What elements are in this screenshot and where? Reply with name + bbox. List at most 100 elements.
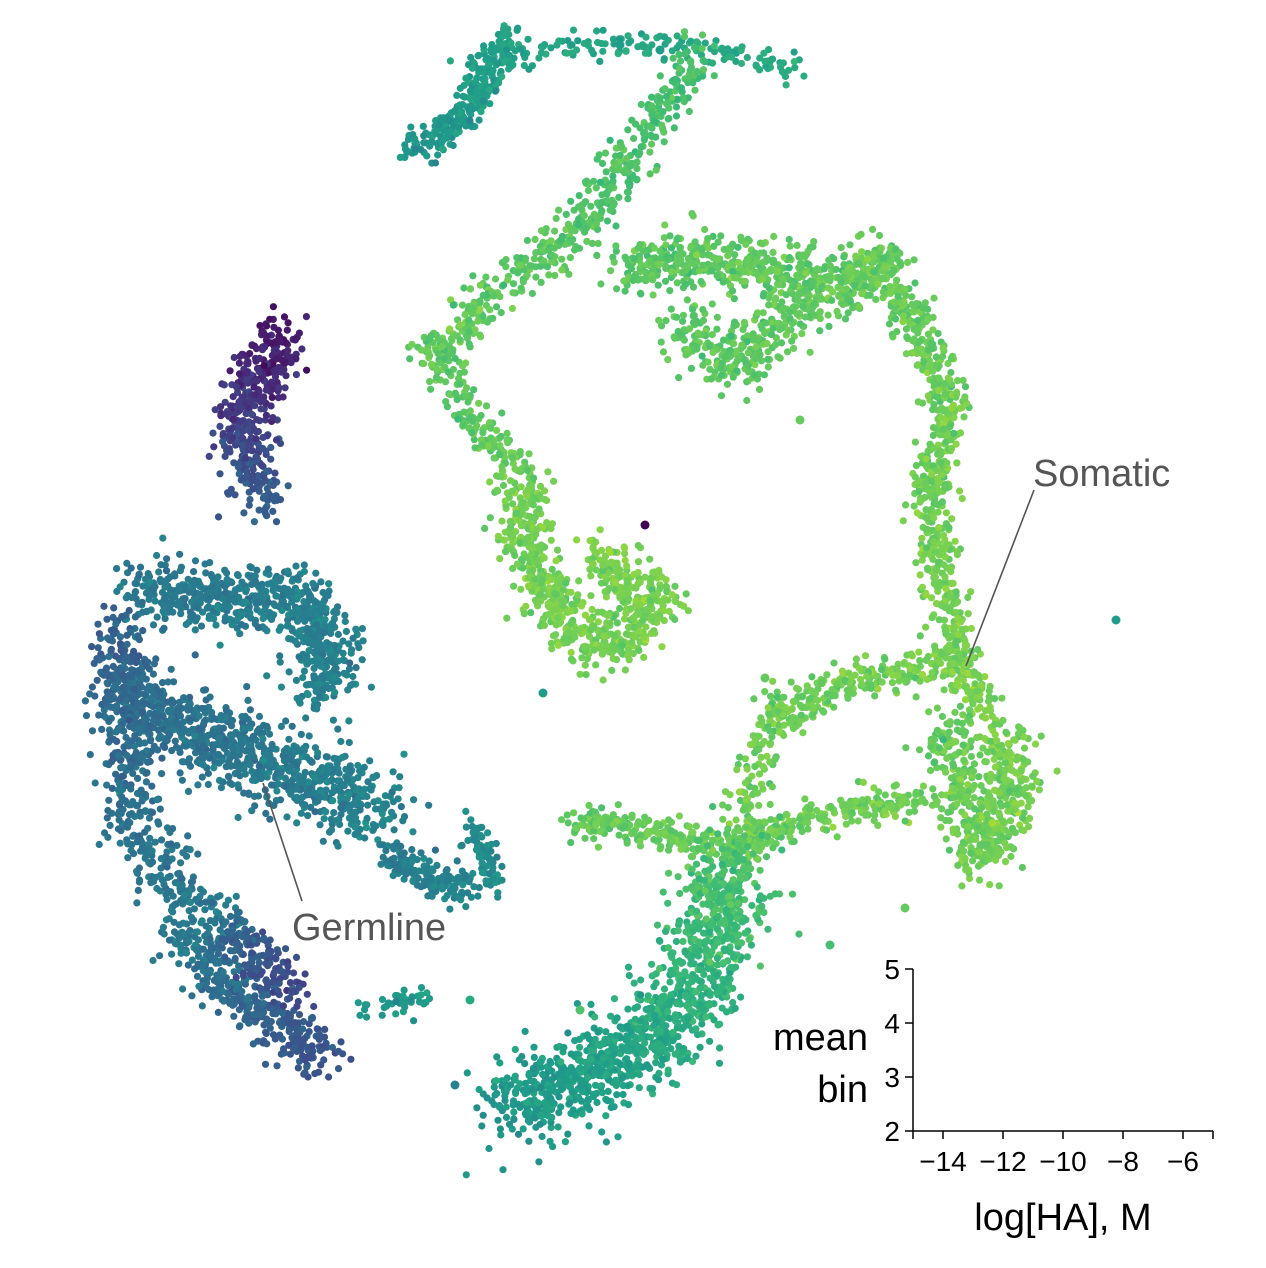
scatter-point [915, 648, 923, 656]
scatter-point [793, 684, 801, 692]
scatter-point [822, 826, 831, 834]
scatter-point [592, 821, 600, 830]
scatter-point [930, 537, 938, 546]
scatter-point [776, 325, 784, 334]
scatter-point [844, 296, 852, 304]
scatter-point [607, 183, 615, 191]
scatter-point [648, 960, 656, 968]
scatter-point [924, 752, 933, 760]
scatter-point [607, 267, 615, 275]
scatter-point [953, 680, 961, 688]
scatter-point [486, 306, 494, 314]
scatter-point [783, 348, 792, 356]
scatter-point [958, 625, 966, 634]
scatter-point [417, 346, 425, 354]
scatter-point [840, 261, 848, 269]
scatter-point [1015, 730, 1023, 738]
scatter-point [887, 801, 895, 809]
scatter-point [911, 438, 920, 446]
scatter-point [684, 346, 692, 354]
scatter-point [789, 303, 798, 311]
scatter-point [825, 256, 833, 264]
scatter-point [517, 284, 525, 292]
scatter-point [886, 283, 894, 291]
scatter-point [733, 357, 742, 365]
scatter-point [558, 266, 566, 274]
scatter-point [404, 135, 413, 143]
scatter-point [765, 301, 773, 309]
scatter-point [432, 129, 440, 137]
scatter-point [479, 312, 487, 320]
scatter-point [554, 641, 562, 649]
scatter-point [565, 629, 573, 637]
scatter-point [588, 239, 596, 247]
scatter-point [615, 193, 623, 201]
scatter-point [637, 831, 645, 839]
scatter-point [646, 258, 655, 266]
scatter-point [446, 325, 454, 333]
scatter-point [996, 799, 1004, 807]
scatter-point [988, 712, 996, 720]
scatter-point [888, 679, 897, 687]
scatter-point [901, 285, 909, 294]
scatter-point [525, 450, 533, 458]
scatter-point [718, 359, 726, 367]
scatter-point [952, 641, 960, 649]
scatter-point [737, 59, 746, 68]
scatter-point [637, 100, 645, 109]
scatter-point [731, 318, 739, 326]
scatter-point [860, 264, 868, 272]
scatter-point [623, 839, 631, 847]
scatter-point [692, 822, 700, 830]
scatter-point [616, 151, 624, 159]
scatter-point [544, 468, 552, 476]
scatter-point [941, 390, 949, 398]
scatter-point [841, 315, 850, 323]
scatter-point [569, 657, 577, 665]
scatter-point [673, 279, 681, 287]
scatter-point [961, 792, 969, 800]
scatter-point [688, 210, 696, 218]
scatter-point [1017, 799, 1025, 807]
scatter-point [672, 112, 681, 120]
scatter-point [986, 777, 994, 785]
scatter-point [698, 31, 707, 39]
scatter-point [454, 415, 462, 423]
scatter-point [1001, 858, 1010, 866]
scatter-point [923, 544, 931, 552]
scatter-point [1025, 823, 1033, 831]
scatter-point [685, 325, 694, 333]
scatter-point [622, 255, 630, 263]
scatter-point [707, 375, 715, 383]
scatter-point [534, 556, 542, 564]
scatter-point [608, 666, 616, 675]
scatter-point [936, 451, 945, 459]
scatter-point [939, 352, 947, 360]
scatter-point [1001, 766, 1009, 774]
scatter-point [459, 101, 467, 109]
scatter-point [687, 37, 695, 45]
scatter-point [983, 810, 991, 818]
scatter-point [759, 258, 767, 266]
scatter-point [708, 331, 716, 339]
scatter-point [940, 686, 948, 694]
scatter-point [521, 1027, 529, 1035]
scatter-point [964, 669, 972, 677]
scatter-point [701, 58, 709, 66]
scatter-point [581, 178, 590, 186]
scatter-point [470, 304, 478, 312]
scatter-point [496, 555, 504, 563]
scatter-point [933, 726, 942, 735]
scatter-point [831, 692, 839, 700]
scatter-point [485, 61, 493, 69]
scatter-point [796, 290, 804, 298]
scatter-point [767, 266, 775, 274]
scatter-point [939, 672, 947, 680]
scatter-point [942, 835, 950, 843]
scatter-point [598, 650, 606, 658]
scatter-point [406, 355, 414, 363]
scatter-point [466, 116, 474, 124]
scatter-point [699, 316, 708, 324]
scatter-point [679, 311, 688, 319]
scatter-point [655, 260, 663, 268]
